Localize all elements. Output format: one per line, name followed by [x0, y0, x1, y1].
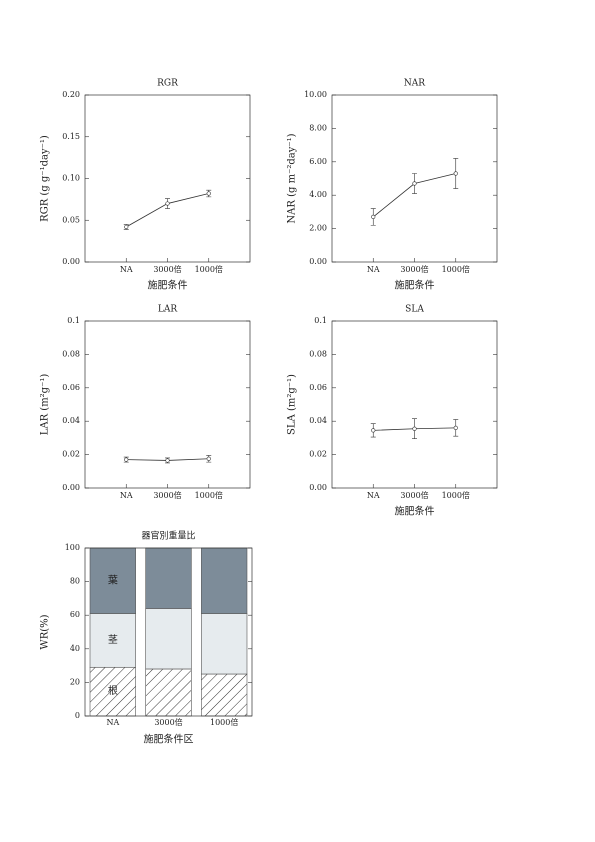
point: [412, 426, 417, 431]
x-tick-label: NA: [120, 491, 133, 500]
point: [124, 224, 129, 230]
point: [206, 191, 211, 196]
y-tick-label: 0.08: [309, 349, 327, 358]
y-tick-label: 0.00: [62, 483, 80, 492]
x-tick-label: 3000倍: [400, 264, 428, 274]
bar-segment: [145, 608, 192, 670]
point: [165, 458, 170, 463]
y-tick-label: 40: [70, 644, 80, 653]
y-tick-label: 100: [65, 543, 80, 552]
chart-title: 器官別重量比: [141, 530, 195, 542]
y-tick-label: 0.1: [67, 316, 80, 325]
point: [206, 456, 211, 461]
plot-frame: [84, 94, 251, 263]
y-tick-label: 0.05: [62, 215, 80, 224]
y-tick-label: 0: [75, 711, 80, 720]
series-label: 茎: [108, 634, 118, 646]
plot-frame: [331, 320, 498, 489]
plot-frame: [331, 94, 498, 263]
y-tick-label: 8.00: [309, 123, 327, 132]
y-tick-label: 0.00: [309, 257, 327, 266]
plot-frame: [84, 547, 253, 717]
y-tick-label: 0.06: [309, 383, 327, 392]
y-tick-label: 2.00: [309, 224, 327, 233]
bar-segment: [89, 666, 136, 717]
x-tick-label: NA: [367, 491, 380, 500]
x-tick-label: NA: [120, 265, 133, 274]
x-tick-label: 1000倍: [195, 264, 223, 274]
y-tick-label: 0.02: [309, 450, 327, 459]
bar-segment: [201, 673, 248, 717]
bar-segment: [89, 547, 136, 614]
series-label: 根: [108, 684, 118, 697]
y-tick-label: 0.04: [309, 416, 327, 425]
point: [165, 201, 170, 206]
x-tick-label: 1000倍: [442, 490, 470, 500]
point: [412, 181, 417, 186]
x-tick-label: 1000倍: [195, 490, 223, 500]
y-tick-label: 0.1: [314, 316, 327, 325]
x-tick-label: NA: [367, 265, 380, 274]
y-tick-label: 0.02: [62, 450, 80, 459]
x-axis-label: 施肥条件: [148, 279, 188, 292]
y-axis-label: RGR (g g⁻¹day⁻¹): [40, 135, 51, 222]
bar-segment: [145, 668, 192, 717]
y-tick-label: 0.15: [62, 132, 80, 141]
x-tick-label: 1000倍: [210, 717, 238, 727]
y-axis-label: NAR (g m⁻²day⁻¹): [287, 133, 298, 223]
x-axis-label: 施肥条件: [395, 505, 435, 518]
y-tick-label: 4.00: [309, 190, 327, 199]
point: [453, 425, 458, 430]
chart-title: LAR: [158, 305, 177, 315]
y-tick-label: 20: [70, 677, 80, 686]
chart-title: NAR: [404, 79, 425, 89]
x-tick-label: 3000倍: [153, 490, 181, 500]
y-tick-label: 0.00: [62, 257, 80, 266]
x-tick-label: 1000倍: [442, 264, 470, 274]
x-tick-label: 3000倍: [154, 717, 182, 727]
plot-frame: [84, 320, 251, 489]
series-label: 葉: [108, 573, 118, 586]
y-tick-label: 0.06: [62, 383, 80, 392]
x-axis-label: 施肥条件: [395, 279, 435, 292]
chart-title: RGR: [157, 79, 178, 89]
x-tick-label: 3000倍: [400, 490, 428, 500]
bar-segment: [201, 613, 248, 675]
y-tick-label: 6.00: [309, 157, 327, 166]
x-tick-label: 3000倍: [153, 264, 181, 274]
y-tick-label: 60: [70, 610, 80, 619]
point: [453, 171, 458, 176]
y-tick-label: 80: [70, 577, 80, 586]
y-tick-label: 0.00: [309, 483, 327, 492]
y-tick-label: 0.10: [62, 174, 80, 183]
bar-segment: [89, 613, 136, 668]
y-tick-label: 0.08: [62, 349, 80, 358]
bar-segment: [201, 547, 248, 614]
bar-segment: [145, 547, 192, 609]
y-tick-label: 10.00: [304, 90, 327, 99]
point: [371, 214, 376, 220]
point: [124, 457, 129, 462]
chart-title: SLA: [405, 305, 424, 315]
x-axis-label: 施肥条件区: [144, 733, 194, 746]
point: [371, 428, 376, 433]
x-tick-label: NA: [106, 718, 119, 727]
y-tick-label: 0.04: [62, 416, 80, 425]
y-tick-label: 0.20: [62, 90, 80, 99]
y-axis-label: WR(%): [40, 614, 51, 649]
y-axis-label: SLA (m²g⁻¹): [287, 374, 298, 435]
y-axis-label: LAR (m²g⁻¹): [40, 374, 51, 436]
